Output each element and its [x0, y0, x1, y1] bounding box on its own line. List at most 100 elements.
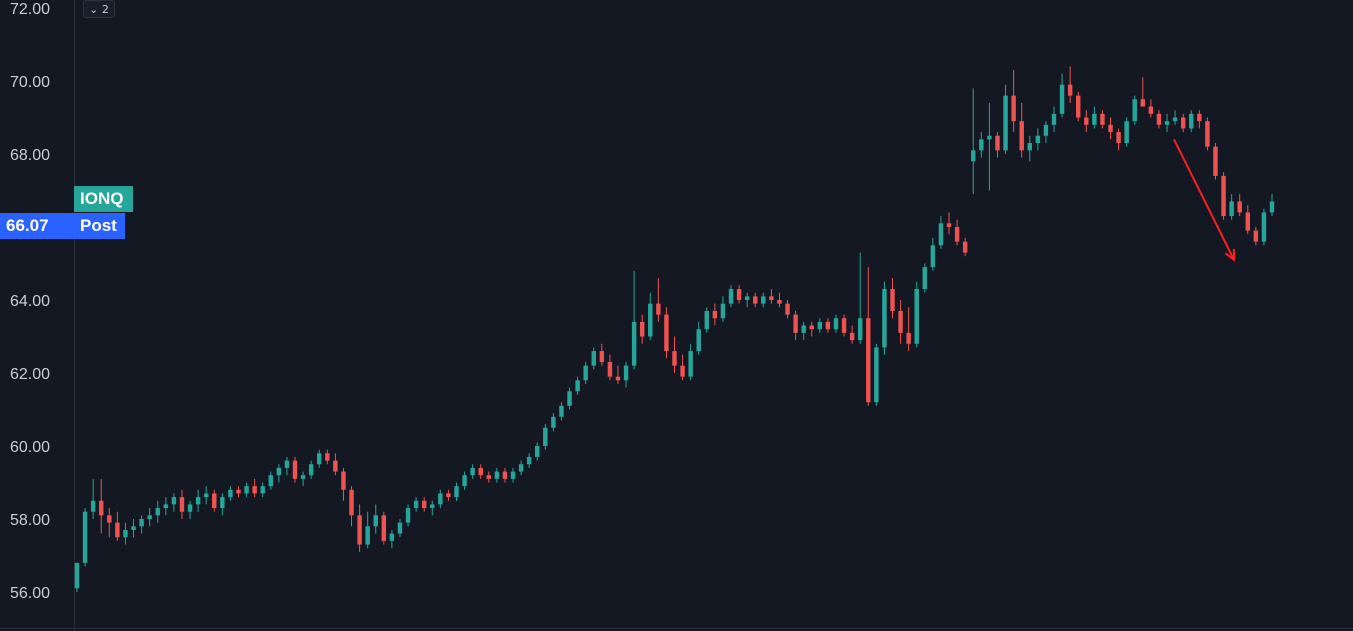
symbol-label: IONQ: [80, 189, 124, 208]
candle-body: [728, 289, 734, 304]
candle-body: [1003, 95, 1008, 151]
candle-body: [1035, 135, 1041, 144]
candle-body: [228, 489, 233, 498]
candle-body: [1237, 201, 1242, 213]
candle-body: [696, 329, 701, 352]
candle-body: [1164, 121, 1170, 125]
candle-body: [236, 489, 241, 494]
candle-body: [163, 504, 169, 509]
candle-body: [276, 467, 282, 476]
candle-body: [995, 135, 1000, 151]
candle-body: [203, 493, 209, 498]
candle-body: [115, 522, 120, 538]
candle-body: [284, 460, 290, 468]
y-tick-label: 58.00: [10, 512, 50, 529]
candle-body: [753, 296, 758, 304]
candle-body: [1100, 113, 1105, 125]
candle-body: [777, 300, 782, 304]
candle-body: [906, 332, 911, 344]
candle-body: [123, 529, 128, 538]
collapse-panes-button[interactable]: ⌄ 2: [83, 0, 115, 18]
candle-body: [341, 471, 346, 490]
candle-body: [155, 508, 160, 516]
candle-body: [1067, 84, 1073, 96]
candle-body: [74, 562, 80, 589]
candle-body: [769, 296, 774, 300]
candle-body: [430, 504, 435, 509]
candle-body: [551, 416, 556, 428]
candle-body: [664, 314, 669, 352]
candle-body: [987, 135, 992, 140]
candle-body: [1132, 99, 1137, 122]
candle-body: [591, 351, 596, 366]
candle-body: [583, 365, 588, 381]
y-tick-label: 70.00: [10, 74, 50, 91]
y-tick-label: 64.00: [10, 293, 50, 310]
candle-body: [478, 467, 483, 476]
candle-body: [518, 464, 524, 472]
candle-body: [139, 519, 144, 527]
candle-body: [1116, 132, 1121, 144]
arrow-shaft: [1173, 138, 1235, 261]
candle-body: [99, 500, 104, 516]
candle-body: [1084, 117, 1089, 125]
candle-body: [623, 365, 629, 381]
candle-body: [599, 351, 605, 363]
candle-body: [1140, 99, 1146, 107]
candle-body: [971, 150, 976, 162]
candle-body: [825, 321, 831, 330]
candle-body: [179, 497, 185, 512]
candle-body: [1197, 113, 1202, 122]
candle-body: [381, 515, 387, 541]
candle-body: [454, 486, 459, 498]
candle-body: [333, 460, 338, 472]
candle-body: [866, 318, 871, 403]
candle-body: [1269, 201, 1275, 213]
candle-body: [575, 380, 580, 392]
candle-body: [1108, 124, 1113, 133]
candle-body: [1261, 212, 1267, 242]
candle-body: [421, 500, 427, 509]
candle-body: [212, 493, 217, 509]
candle-body: [1253, 230, 1259, 242]
candle-body: [260, 486, 265, 494]
candle-body: [526, 456, 532, 465]
candle-body: [639, 321, 645, 337]
trend-arrow-annotation[interactable]: [1173, 138, 1236, 262]
candle-body: [1156, 113, 1162, 125]
candle-body: [510, 471, 516, 479]
candle-body: [793, 314, 798, 333]
candle-body: [849, 332, 855, 341]
candle-body: [857, 318, 863, 341]
candle-body: [1221, 175, 1226, 217]
candle-body: [1148, 106, 1154, 114]
candle-body: [373, 515, 378, 527]
candle-body: [817, 321, 823, 330]
candle-body: [494, 471, 500, 479]
candle-body: [954, 227, 960, 242]
candles-series[interactable]: [74, 66, 1275, 592]
candle-body: [979, 139, 984, 151]
candle-body: [1075, 95, 1081, 118]
arrow-head: [1224, 248, 1236, 262]
candle-body: [801, 325, 806, 333]
chevron-down-icon: ⌄: [89, 3, 99, 16]
candle-body: [744, 296, 750, 300]
session-label: Post: [80, 216, 117, 235]
candle-body: [1229, 201, 1234, 217]
candle-body: [405, 508, 411, 523]
price-axis[interactable]: 72.0070.0068.0066.0064.0062.0060.0058.00…: [10, 1, 50, 602]
candle-body: [82, 511, 88, 563]
candle-body: [882, 289, 887, 348]
candle-body: [220, 497, 225, 509]
candle-body: [438, 493, 443, 505]
candle-body: [914, 289, 919, 344]
candle-body: [736, 289, 742, 300]
candle-body: [785, 303, 790, 315]
candle-body: [535, 446, 540, 457]
candle-body: [1027, 143, 1032, 151]
candle-body: [389, 533, 395, 541]
candle-body: [922, 267, 928, 290]
candle-body: [470, 467, 475, 476]
